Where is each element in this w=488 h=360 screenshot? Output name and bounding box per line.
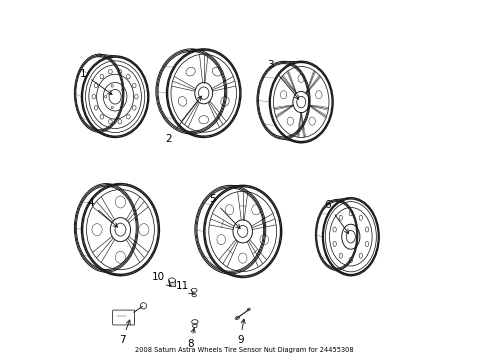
Text: 11: 11 — [176, 281, 194, 294]
Text: 1: 1 — [80, 69, 112, 94]
Text: 2: 2 — [164, 96, 201, 144]
Text: 4: 4 — [87, 198, 118, 227]
Text: 7: 7 — [119, 320, 130, 345]
Text: 10: 10 — [152, 273, 171, 286]
Text: 8: 8 — [187, 328, 195, 349]
Text: 3: 3 — [266, 60, 298, 99]
Text: 9: 9 — [237, 319, 244, 345]
Text: 5: 5 — [209, 194, 240, 229]
Text: 2008 Saturn Astra Wheels Tire Sensor Nut Diagram for 24455308: 2008 Saturn Astra Wheels Tire Sensor Nut… — [135, 347, 353, 353]
Text: 6: 6 — [324, 200, 348, 234]
